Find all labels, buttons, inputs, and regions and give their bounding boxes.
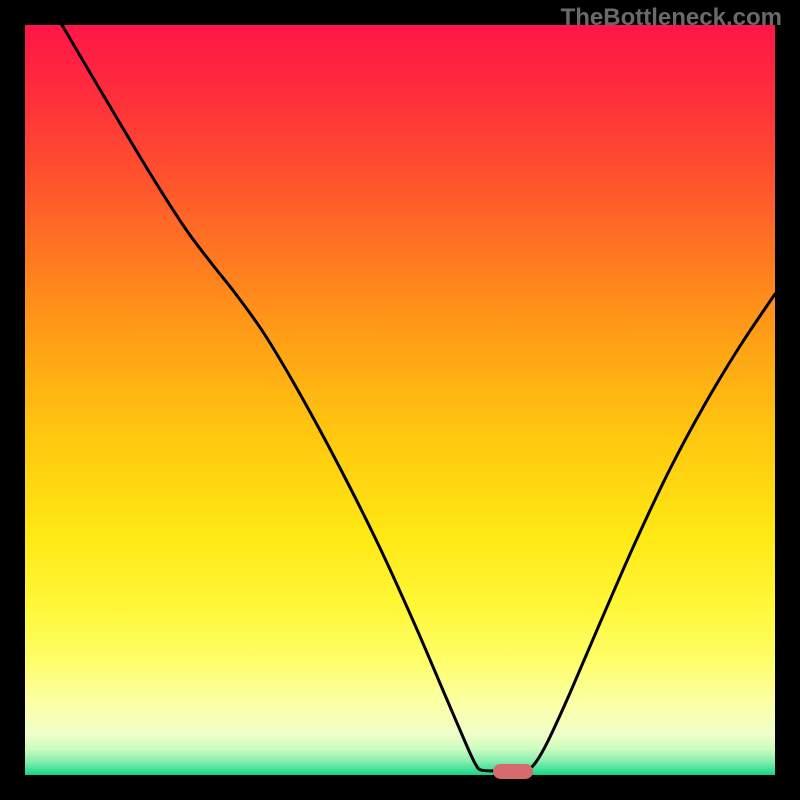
watermark-text: TheBottleneck.com: [561, 4, 782, 32]
chart-svg: [0, 0, 800, 800]
bottleneck-chart: TheBottleneck.com: [0, 0, 800, 800]
plot-background: [25, 25, 775, 775]
optimum-marker: [493, 764, 533, 779]
